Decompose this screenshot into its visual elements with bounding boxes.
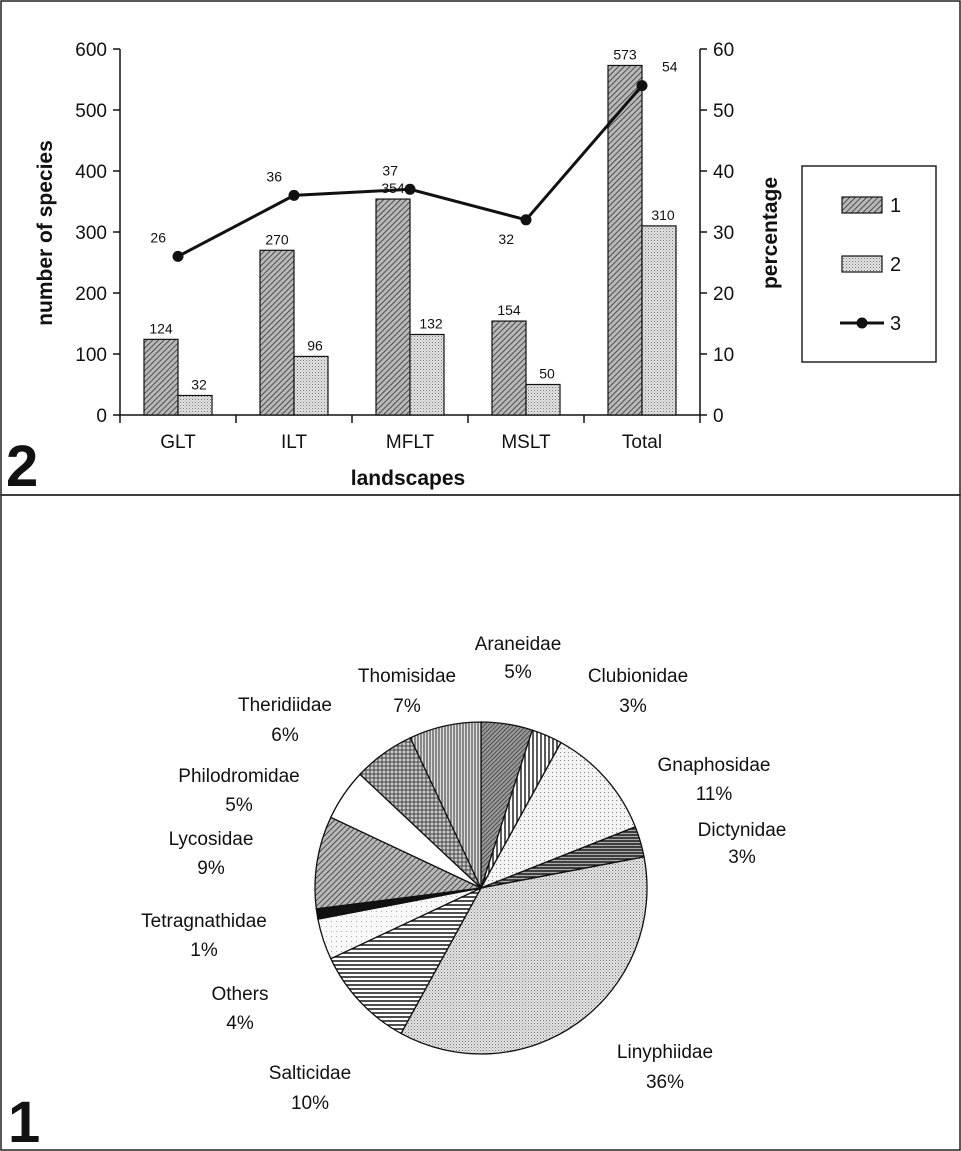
bar-series-2 [177, 394, 213, 416]
bar-series-1 [491, 320, 527, 416]
pie-slice-label: Others [211, 984, 268, 1005]
bar-series-2 [409, 333, 445, 416]
legend-swatch [841, 255, 883, 273]
pie-slice-percent: 10% [291, 1093, 329, 1114]
pie-slices [314, 721, 648, 1055]
bar-value-label: 50 [539, 366, 555, 382]
bar-value-label: 310 [651, 207, 675, 223]
bar-value-label: 96 [307, 337, 323, 353]
pie-slice-percent: 11% [696, 784, 733, 805]
bar-series-2 [293, 355, 329, 416]
bar-value-label: 270 [265, 231, 289, 247]
y2-tick-label: 60 [713, 40, 734, 61]
pie-slice-percent: 36% [646, 1072, 684, 1093]
line-value-label: 54 [662, 59, 678, 75]
y-tick-label: 400 [75, 162, 107, 183]
legend-label: 2 [890, 254, 901, 276]
y-tick-label: 100 [75, 345, 107, 366]
legend-swatch [841, 196, 883, 214]
pie-slice-label: Clubionidae [588, 666, 688, 687]
x-tick-label: MFLT [386, 432, 435, 453]
y2-tick-label: 20 [713, 284, 734, 305]
pie-slice-label: Dictynidae [698, 820, 787, 841]
panel-frame-bottom [0, 494, 961, 1151]
pie-slice-percent: 3% [619, 696, 647, 717]
pie-slice-label: Tetragnathidae [141, 911, 267, 932]
bar-value-label: 154 [497, 302, 521, 318]
y2-tick-label: 0 [713, 406, 724, 427]
pie-slice-percent: 5% [504, 662, 532, 683]
pie-slice-percent: 1% [190, 940, 218, 961]
x-tick-label: MSLT [501, 432, 551, 453]
pie-slice-percent: 9% [197, 858, 225, 879]
x-axis-label: landscapes [351, 467, 465, 490]
pie-slice-percent: 3% [728, 847, 756, 868]
bar-labels: 124 270 354 154 573 32 96 132 50 310 26 36 37 32 54 [149, 46, 677, 392]
bar-marks [143, 64, 677, 416]
legend-marker [856, 317, 868, 329]
bar-value-label: 32 [191, 376, 207, 392]
y-tick-label: 200 [75, 284, 107, 305]
bar-series-1 [607, 64, 643, 416]
x-tick-label: GLT [160, 432, 196, 453]
legend-label: 3 [890, 313, 901, 335]
legend: 1 2 3 [801, 165, 937, 363]
line-value-label: 37 [382, 162, 398, 178]
y-tick-label: 600 [75, 40, 107, 61]
line-value-label: 36 [266, 168, 282, 184]
pie-slice-label: Linyphiidae [617, 1042, 713, 1063]
line-point [288, 189, 300, 201]
bar-value-label: 132 [419, 315, 443, 331]
line-value-label: 32 [498, 231, 514, 247]
pie-slice-label: Philodromidae [178, 766, 299, 787]
pie-slice-label: Lycosidae [169, 829, 254, 850]
legend-label: 1 [890, 195, 901, 217]
y-tick-label: 0 [96, 406, 107, 427]
bar-chart: 0 100 200 300 400 500 600 0 10 20 30 40 50 60 GLT ILT MF… [34, 40, 937, 490]
pie-chart: Araneidae 5% Clubionidae 3% Gnaphosidae 11% Di… [141, 634, 786, 1114]
line-point [520, 214, 532, 226]
line-point [636, 80, 648, 92]
pie-slice-label: Thomisidae [358, 666, 456, 687]
pie-slice-label: Theridiidae [238, 695, 332, 716]
bar-value-label: 124 [149, 320, 173, 336]
pie-labels: Araneidae 5% Clubionidae 3% Gnaphosidae 11% Di… [141, 634, 786, 1114]
panel-number-bar: 2 [6, 434, 38, 499]
y-tick-label: 300 [75, 223, 107, 244]
y2-axis-label: percentage [759, 177, 782, 289]
pie-slice-percent: 6% [271, 725, 299, 746]
bar-value-label: 354 [381, 180, 405, 196]
y2-tick-label: 10 [713, 345, 734, 366]
y-axis-label: number of species [34, 140, 57, 326]
pie-slice-label: Gnaphosidae [657, 755, 770, 776]
pie-slice-gnaphosidae [479, 741, 637, 890]
pie-slice-percent: 5% [225, 795, 253, 816]
pie-slice-salticidae [329, 886, 483, 1035]
line-value-label: 26 [150, 229, 166, 245]
x-tick-label: Total [622, 432, 662, 453]
y2-tick-label: 50 [713, 101, 734, 122]
pie-slice-linyphiidae [400, 856, 648, 1055]
bar-series-2 [525, 383, 561, 416]
y-tick-label: 500 [75, 101, 107, 122]
panel-number-pie: 1 [8, 1090, 40, 1151]
bar-series-1 [375, 198, 411, 416]
pie-slice-thomisidae [409, 721, 482, 889]
pie-slice-label: Araneidae [475, 634, 562, 655]
bar-series-1 [259, 249, 295, 416]
x-tick-label: ILT [281, 432, 307, 453]
bar-series-2 [641, 225, 677, 416]
bar-series-1 [143, 338, 179, 416]
pie-slice-percent: 7% [393, 696, 421, 717]
y2-tick-label: 40 [713, 162, 734, 183]
line-point [172, 250, 184, 262]
pie-slice-percent: 4% [226, 1013, 254, 1034]
line-marks [172, 80, 648, 262]
bar-value-label: 573 [613, 46, 637, 62]
line-point [404, 183, 416, 195]
pie-slice-label: Salticidae [269, 1063, 351, 1084]
pie-slice-lycosidae [314, 816, 484, 910]
y2-tick-label: 30 [713, 223, 734, 244]
